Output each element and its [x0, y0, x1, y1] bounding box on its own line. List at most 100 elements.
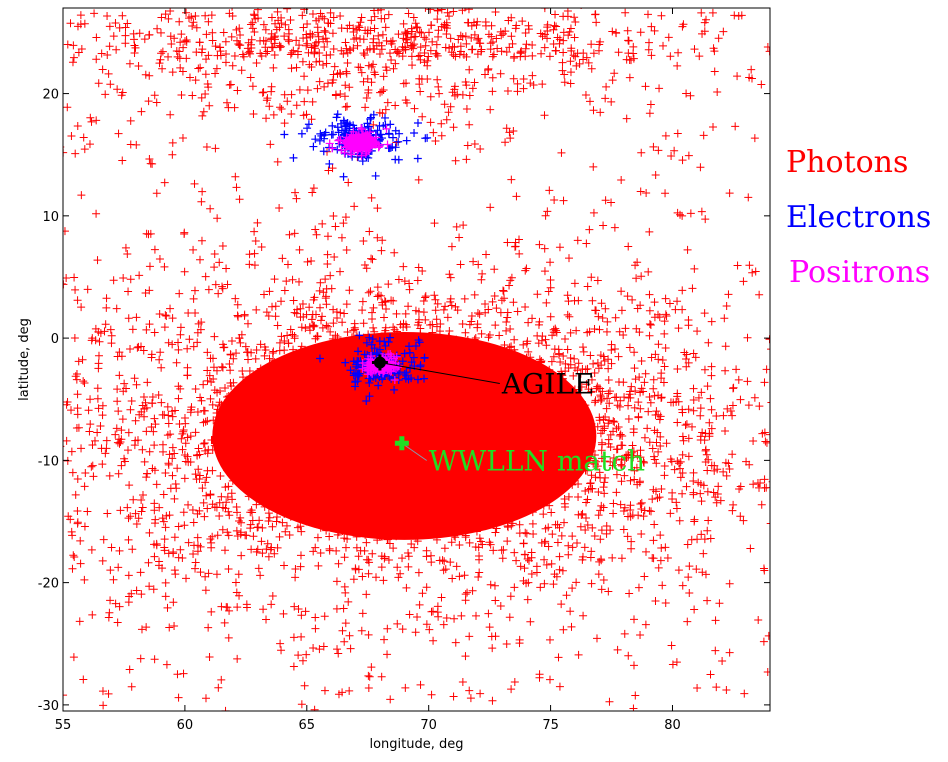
photon-point: [690, 605, 699, 614]
photon-point: [408, 402, 417, 411]
photon-point: [426, 92, 435, 101]
photon-point: [318, 219, 327, 228]
photon-point: [216, 51, 225, 60]
photon-point: [689, 349, 698, 358]
photon-point: [545, 675, 554, 684]
photon-point: [169, 548, 178, 557]
photon-point: [235, 195, 244, 204]
photon-point: [225, 359, 234, 368]
photon-point: [102, 436, 111, 445]
photon-point: [19, 471, 27, 479]
photon-point: [365, 469, 374, 478]
photon-point: [101, 449, 110, 458]
photon-point: [704, 455, 713, 464]
photon-point: [63, 504, 64, 506]
photon-point: [645, 109, 654, 118]
photon-point: [451, 407, 460, 416]
photon-point: [270, 275, 279, 284]
photon-point: [116, 506, 125, 515]
photon-point: [211, 144, 220, 153]
photon-point: [274, 442, 283, 451]
photon-point: [327, 425, 336, 434]
photon-point: [12, 449, 20, 457]
photon-point: [482, 423, 491, 432]
photon-point: [189, 518, 198, 527]
photon-point: [523, 555, 532, 564]
photon-point: [811, 414, 819, 422]
photon-point: [918, 383, 926, 391]
photon-point: [521, 449, 530, 458]
photon-point: [256, 465, 265, 474]
photon-point: [482, 367, 491, 376]
photon-point: [290, 334, 299, 343]
photon-point: [136, 568, 145, 577]
photon-point: [377, 246, 386, 255]
photon-point: [318, 312, 327, 321]
photon-point: [637, 457, 646, 466]
photon-point: [359, 237, 368, 246]
photon-point: [591, 10, 600, 19]
photon-point: [522, 40, 531, 49]
photon-point: [536, 493, 545, 502]
photon-point: [300, 397, 309, 406]
photon-point: [142, 623, 151, 632]
photon-point: [524, 318, 533, 327]
photon-point: [247, 394, 256, 403]
photon-point: [579, 611, 588, 620]
photon-point: [164, 52, 173, 61]
photon-point: [347, 434, 356, 443]
photon-point: [465, 320, 474, 329]
photon-point: [258, 402, 267, 411]
photon-point: [189, 294, 198, 303]
photon-point: [558, 66, 567, 75]
photon-point: [302, 443, 311, 452]
photon-point: [560, 495, 569, 504]
photon-point: [324, 497, 333, 506]
photon-point: [434, 32, 443, 41]
photon-point: [336, 501, 345, 510]
photon-point: [80, 482, 89, 491]
photon-point: [421, 505, 430, 514]
photon-point: [585, 225, 594, 234]
photon-point: [540, 244, 549, 253]
photon-point: [212, 570, 221, 579]
photon-point: [477, 329, 486, 338]
photon-point: [157, 13, 166, 22]
photon-point: [655, 84, 664, 93]
photon-point: [499, 287, 508, 296]
photon-point: [451, 417, 460, 426]
photon-point: [771, 482, 779, 490]
photon-point: [80, 145, 89, 154]
photon-point: [125, 481, 134, 490]
photon-point: [209, 374, 218, 383]
photon-point: [461, 590, 470, 599]
photon-point: [399, 386, 408, 395]
photon-point: [207, 607, 216, 616]
photon-point: [791, 639, 799, 647]
photon-point: [710, 461, 719, 470]
photon-point: [448, 574, 457, 583]
photon-point: [316, 509, 325, 518]
photon-point: [472, 515, 481, 524]
photon-point: [67, 406, 76, 415]
photon-point: [520, 564, 529, 573]
photon-point: [164, 411, 173, 420]
photon-point: [650, 313, 659, 322]
photon-point: [683, 617, 692, 626]
photon-point: [421, 293, 430, 302]
photon-point: [139, 392, 148, 401]
photon-point: [305, 418, 314, 427]
photon-point: [328, 519, 337, 528]
photon-point: [455, 233, 464, 242]
photon-point: [608, 76, 617, 85]
photon-point: [610, 344, 619, 353]
photon-point: [282, 495, 291, 504]
photon-point: [286, 389, 295, 398]
photon-point: [560, 518, 569, 527]
photon-point: [674, 324, 683, 333]
photon-point: [546, 258, 555, 267]
photon-point: [477, 45, 486, 54]
photon-point: [392, 383, 401, 392]
photon-point: [573, 390, 582, 399]
photon-point: [332, 468, 341, 477]
